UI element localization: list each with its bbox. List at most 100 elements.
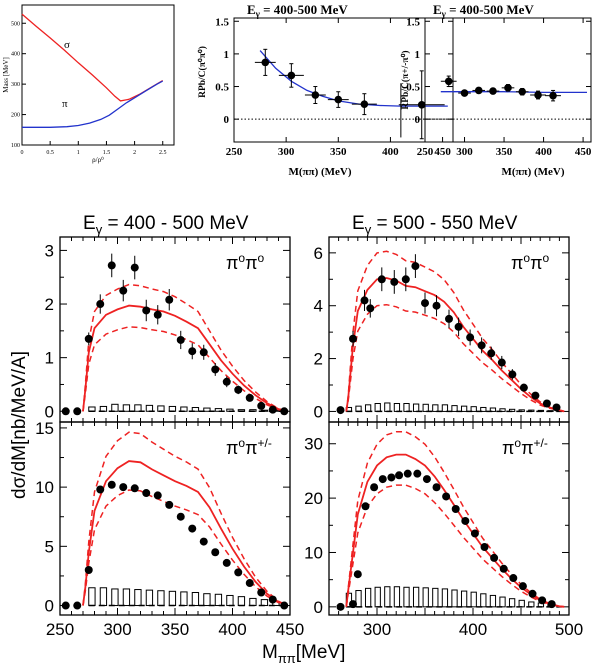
cs-hist-bar	[157, 405, 165, 412]
cs-theory-upper	[82, 431, 289, 607]
cs-hist-bar	[111, 588, 119, 607]
ratio-xtick-label: 300	[456, 146, 473, 158]
ratio1-plot: 250 300 350 400 450 0 0.5 1 1.5	[215, 16, 453, 158]
cs-hist-bar	[260, 599, 269, 607]
ratio-point	[534, 91, 542, 99]
cs-point	[370, 483, 379, 492]
cs-point	[199, 348, 208, 357]
ratio-ytick-label: 1	[224, 49, 230, 61]
cs-ytick-label: 10	[304, 543, 323, 562]
cs-point	[257, 401, 266, 410]
cs-point	[477, 341, 486, 350]
cs-hist-bar	[145, 404, 154, 412]
mass-ytick-label: 100	[11, 143, 20, 149]
cs-ytick-label: 0	[314, 598, 323, 617]
cs-point	[142, 306, 151, 315]
mass-ytick-label: 300	[11, 82, 20, 88]
cs-point	[377, 275, 386, 284]
ratio-xtick-label: 350	[330, 146, 347, 158]
mass-xtick-label: 0	[21, 150, 24, 156]
cs-point	[401, 275, 410, 284]
cs-point	[107, 261, 116, 270]
cs-theory-upper	[345, 431, 565, 608]
cs-hist-bar	[489, 594, 497, 608]
cs-channel-label-part: π	[245, 253, 257, 273]
cs-channel-label-part: π	[245, 438, 257, 458]
ratio-point	[417, 101, 426, 109]
ratio-point	[444, 77, 453, 86]
cs-point	[387, 473, 396, 482]
cs-hist-bar	[99, 587, 108, 607]
ratio-xtick-label: 250	[417, 146, 434, 158]
cs-point	[547, 600, 556, 609]
cs-point	[542, 399, 551, 408]
cs-hist-bar	[432, 404, 439, 412]
cs-hist-bar	[111, 403, 119, 412]
cs-hist-bar	[393, 403, 401, 412]
cs-hist-bar	[203, 593, 211, 607]
sigma-mass-line	[21, 13, 164, 102]
cs-hist-bar	[384, 586, 391, 608]
cs-point	[188, 347, 197, 356]
mass-panel-frame	[21, 4, 175, 146]
cs-point	[165, 500, 174, 509]
cs-xtick-label: 300	[363, 620, 391, 639]
cs-point	[499, 564, 508, 573]
cs-channel-label-part: +/-	[534, 436, 548, 450]
cs-channel-label-part: o	[543, 251, 550, 265]
ratio-point	[474, 86, 483, 95]
pi-mass-line	[22, 80, 164, 128]
cs-ytick-label: 30	[304, 435, 323, 454]
cs-point	[509, 574, 518, 583]
cs-point	[142, 489, 151, 498]
cs-point	[519, 383, 528, 392]
cs-point	[165, 295, 174, 304]
mass-panel-xlabel: ρ/ρ⁰	[92, 156, 104, 164]
cs-channel-label-part: π	[502, 438, 514, 458]
cs-point	[84, 334, 93, 343]
cs-hist-bar	[422, 587, 429, 608]
mass-panel-ticks: 0 0.5 1 1.5 2 2.5 100 200 300 400 500	[11, 21, 166, 156]
cs-channel-label: πoπ+/-	[226, 436, 272, 458]
cs-point	[432, 301, 441, 310]
cs-point	[73, 601, 82, 610]
cs-point	[61, 601, 70, 610]
cs-point	[257, 588, 266, 597]
cs-hist-bar	[145, 589, 154, 607]
ratio2-plot: 250 300 350 400 450 0 0.5 1 1.5	[406, 16, 592, 158]
cs-channel-label: πoπ+/-	[502, 436, 548, 458]
ratio-ytick-label: 0.5	[406, 82, 420, 94]
cs-hist-bar	[364, 404, 372, 412]
cs-hist-bar	[518, 599, 525, 608]
cs-point	[245, 579, 254, 588]
cs-point	[422, 475, 431, 484]
cs-point	[153, 310, 162, 319]
cs-hist-bar	[355, 405, 362, 412]
cs-hist-bar	[191, 407, 200, 412]
cs-point	[353, 570, 362, 579]
cs-theory-lower	[82, 489, 288, 607]
cs-point	[280, 601, 289, 610]
mass-xtick-label: 1	[77, 150, 80, 156]
cs-xtick-label: 350	[161, 620, 189, 639]
cs-hist-bar	[403, 586, 410, 608]
cs-xtick-label: 400	[218, 620, 246, 639]
mass-ytick-label: 500	[11, 21, 20, 27]
cs-ytick-label: 1	[45, 349, 54, 368]
cs-channel-label-part: π	[226, 438, 238, 458]
cs-point	[211, 548, 220, 557]
cs-point	[531, 391, 540, 400]
ratio-point	[311, 91, 320, 99]
cs-channel-label-part: π	[511, 253, 523, 273]
cs-point	[390, 277, 399, 286]
ratio-xtick-label: 450	[434, 146, 451, 158]
cs-point	[96, 300, 105, 309]
ratio-panel-pi0pi0: Eγ = 400-500 MeV RPb/C(π⁰π⁰) M(ππ) (MeV)…	[197, 2, 454, 178]
cs-channel-label: πoπo	[511, 251, 550, 273]
ratio1-title: Eγ = 400-500 MeV	[247, 2, 348, 19]
cs-hist-bar	[249, 597, 257, 607]
ratio2-ylabel: RPb/C(π+/-π⁰)	[400, 50, 411, 109]
cs-ytick-label: 2	[45, 295, 54, 314]
ratio-xtick-label: 250	[226, 146, 243, 158]
